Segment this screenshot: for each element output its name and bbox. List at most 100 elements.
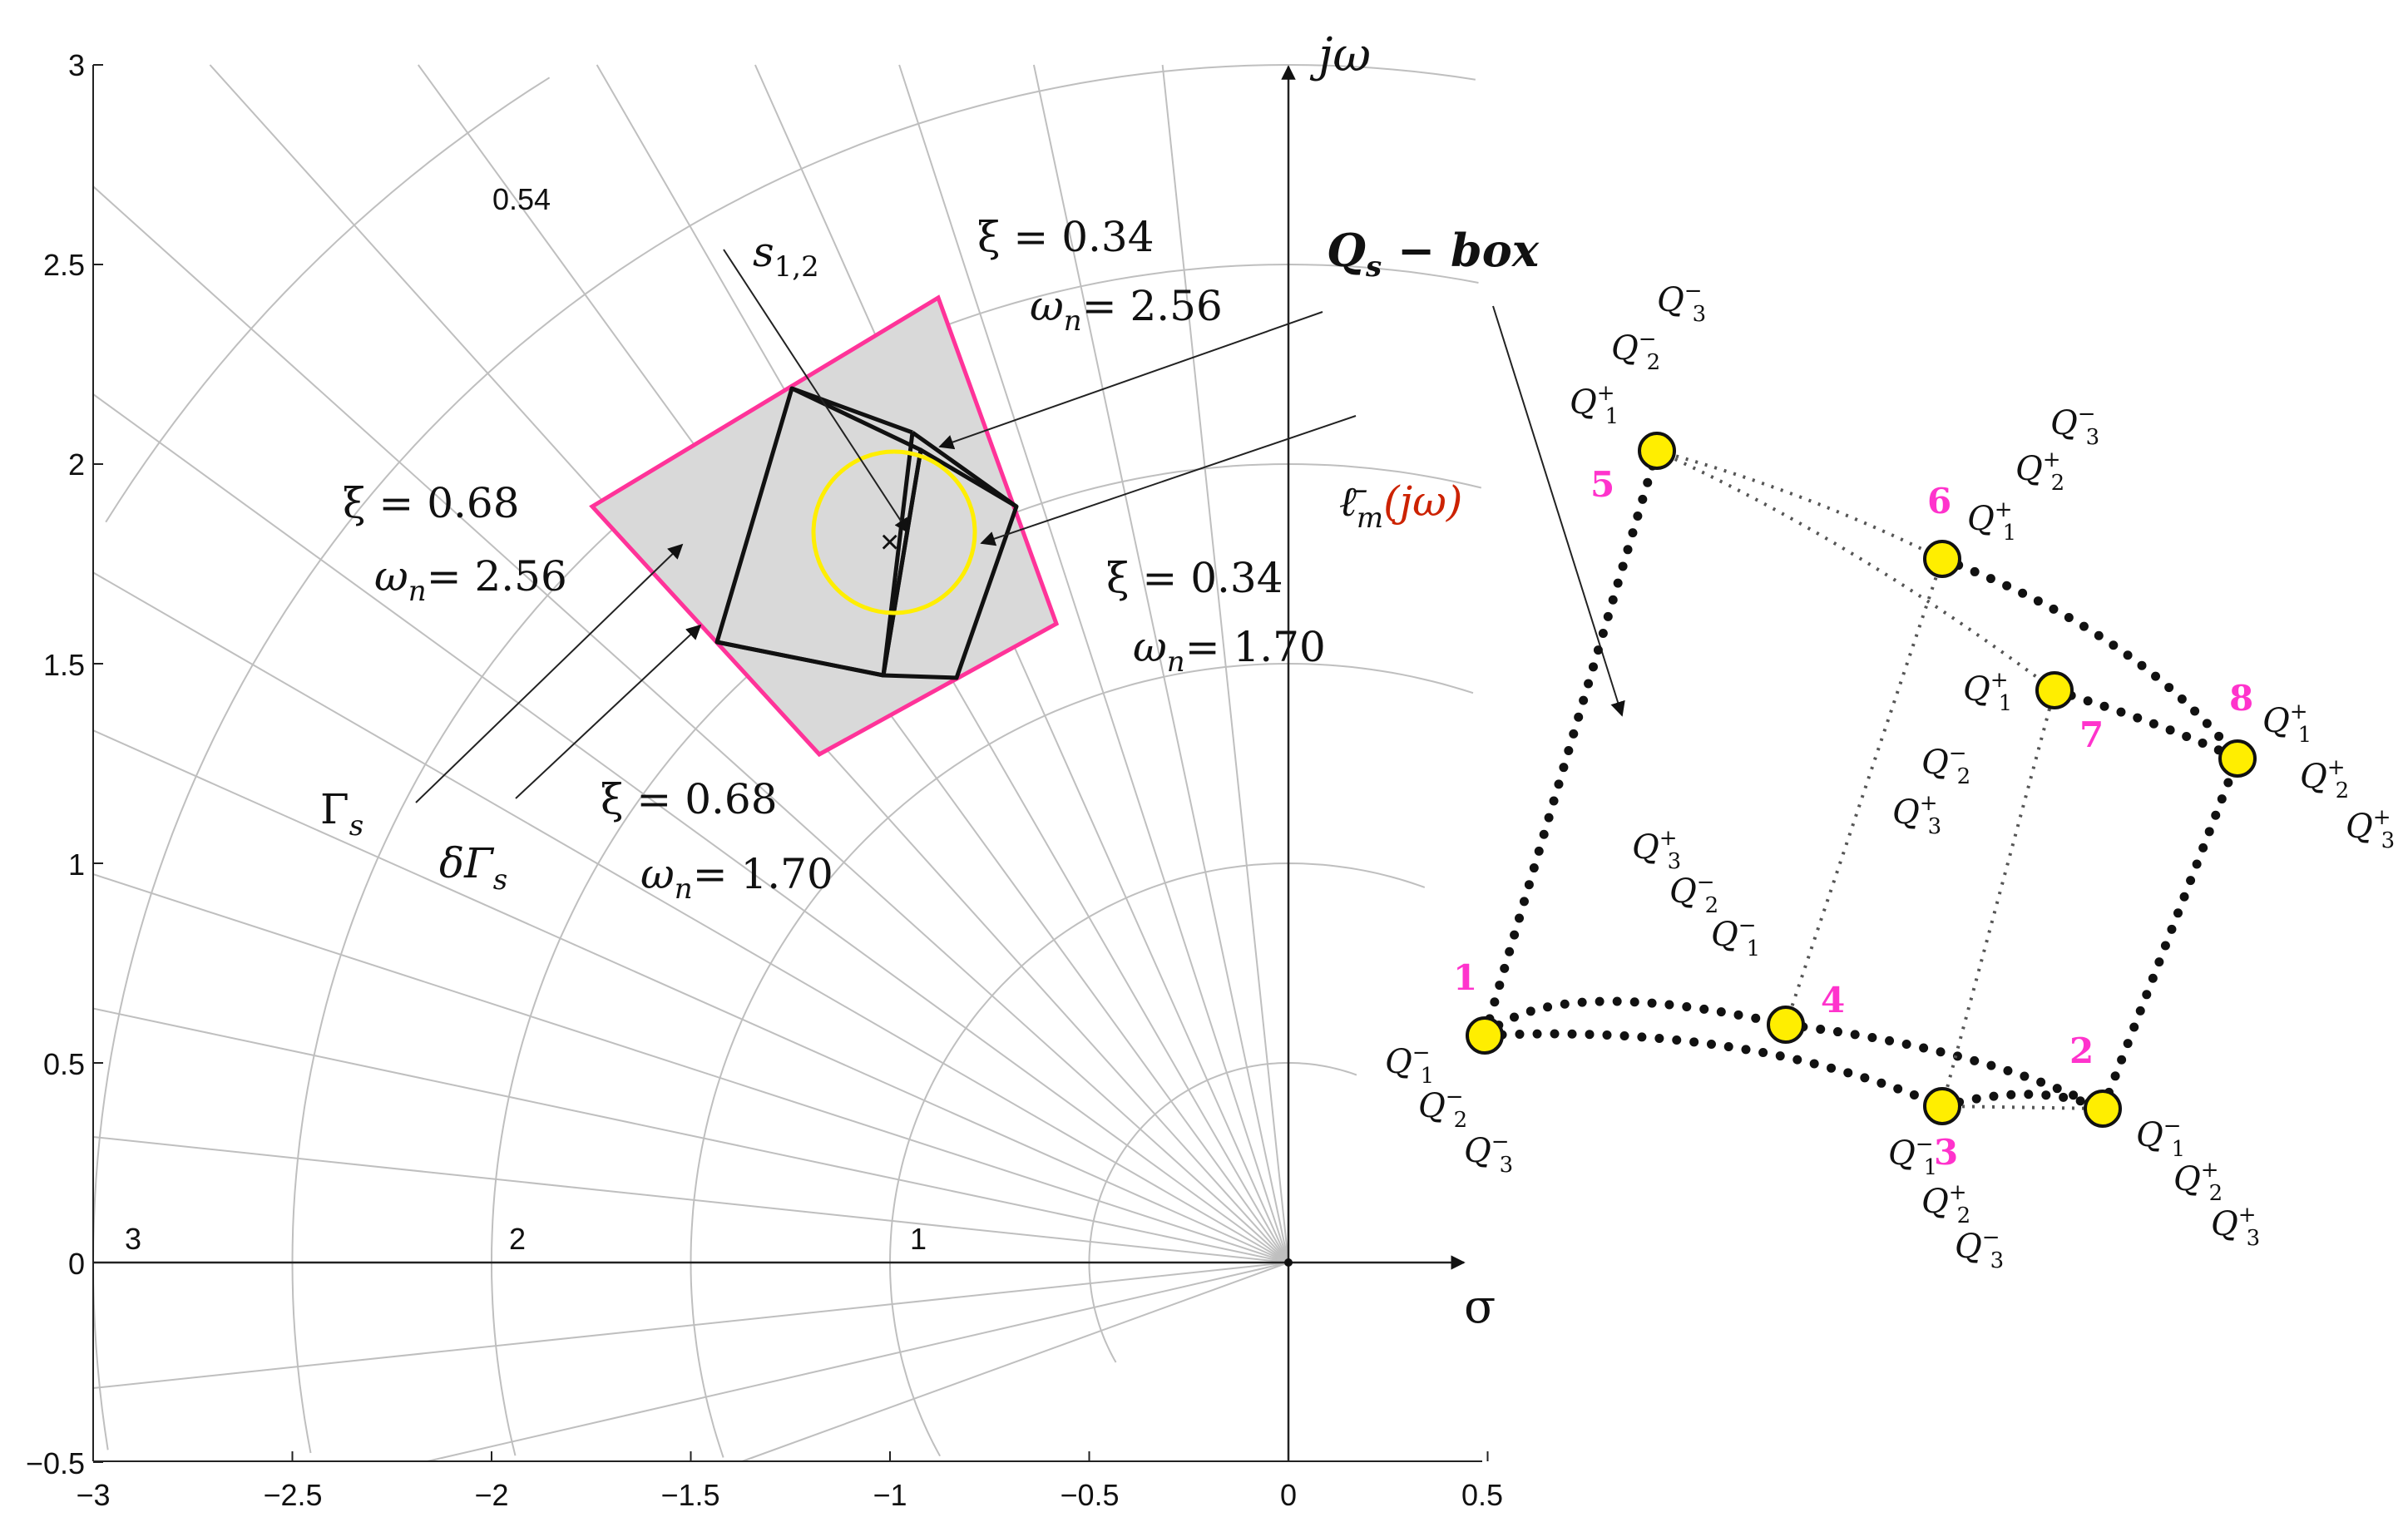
vertex-marker	[2218, 739, 2257, 778]
vertex-q-label: Q− 2	[1669, 870, 1718, 918]
s12-arrow	[723, 249, 909, 534]
qbox-vertex-8: 8Q+ 1 Q+ 2Q+ 3	[2218, 678, 2395, 853]
qbox-vertex-7: 7 Q+ 1 Q− 2Q+ 3	[1892, 668, 2104, 839]
frequency-arc	[690, 662, 1474, 1458]
damping-ray	[898, 64, 1289, 1263]
qs-box-arrow	[1492, 305, 1625, 717]
y-tick-label: 2	[68, 447, 85, 482]
vertex-number: 3	[1934, 1132, 1958, 1173]
xi-034-upper-label: ξ = 0.34	[977, 213, 1155, 261]
y-tick-label: 0	[68, 1247, 85, 1281]
qbox-edge-starred	[1656, 449, 2056, 692]
x-tick-label: −0.5	[1060, 1478, 1119, 1512]
qbox-edge-dotted	[2098, 754, 2242, 1114]
origin-dot	[1284, 1258, 1293, 1267]
vertex-marker	[2084, 1090, 2122, 1128]
radius-label-1: 1	[910, 1222, 927, 1256]
qbox-edge-dotted	[1480, 1029, 1947, 1111]
y-tick-label: −0.5	[26, 1446, 85, 1480]
vertex-q-label: Q− 2	[1611, 327, 1660, 375]
gamma-s-arrow	[415, 543, 684, 803]
damping-ray	[92, 393, 1289, 1263]
radius-label-3: 3	[125, 1222, 141, 1256]
vertex-marker	[1923, 540, 1961, 578]
vertex-q-label: Q+ 2	[2173, 1158, 2223, 1206]
qbox-edge-starred	[1941, 1104, 2104, 1110]
qbox-vertex-5: 5 Q+ 1 Q− 2Q− 3	[1570, 279, 1706, 505]
y-tick-label: 3	[68, 48, 85, 82]
wn-170-bottom-label: ωn= 1.70	[640, 850, 833, 906]
vertex-q-label: Q+ 2	[1921, 1180, 1970, 1228]
damping-ray	[754, 64, 1289, 1263]
wn-256-upper-label: ωn= 2.56	[1030, 282, 1223, 338]
vertex-q-label: Q+ 2	[2300, 755, 2349, 803]
vertex-q-label: Q− 1	[2136, 1114, 2185, 1162]
vertex-q-label: Q+ 3	[1632, 826, 1681, 874]
vertex-q-label: Q− 2	[1418, 1085, 1467, 1133]
vertex-q-label: Q+ 2	[2015, 447, 2064, 496]
damping-ray	[92, 571, 1289, 1263]
vertex-q-label: Q+ 3	[1892, 791, 1941, 839]
lm-jw-label: ℓ̄m(jω)	[1339, 477, 1462, 535]
x-tick-label: −2	[474, 1478, 508, 1512]
vertex-marker	[2035, 671, 2074, 709]
qbox-edge-dotted	[1480, 996, 1791, 1040]
qbox-edge-starred	[1941, 689, 2056, 1107]
delta-gamma-s-box	[714, 386, 1019, 680]
s12-label: s1,2	[753, 228, 819, 284]
vertex-number: 2	[2069, 1030, 2094, 1071]
qs-box-label: Qs − box	[1327, 224, 1540, 284]
qbox-vertex-group: 1Q− 1Q− 2Q− 32Q− 1Q+ 2Q+ 33Q− 1Q+ 2Q− 34Q− 1Q− 2Q+ 3…	[1385, 279, 2395, 1273]
y-tick-label: 0.5	[43, 1047, 85, 1081]
sigma-axis-label: σ	[1464, 1280, 1496, 1334]
vertex-number: 8	[2229, 678, 2253, 719]
frequency-arc	[888, 862, 1426, 1457]
x-tick-label: −1.5	[660, 1478, 719, 1512]
y-tick-label: 2.5	[43, 248, 85, 282]
damping-ray	[742, 1262, 1289, 1462]
damping-ray	[92, 185, 1289, 1263]
qbox-vertex-3: 3Q− 1Q+ 2Q− 3	[1888, 1087, 2004, 1273]
damping-ray	[1032, 64, 1289, 1263]
damping-label: 0.54	[492, 182, 551, 216]
vertex-marker	[1466, 1016, 1504, 1055]
qbox-edge-group	[1480, 446, 2242, 1114]
frequency-arc	[291, 263, 1479, 1454]
x-tick-label: 0	[1280, 1478, 1297, 1512]
vertex-marker	[1923, 1087, 1961, 1125]
vertex-q-label: Q− 1	[1711, 913, 1760, 961]
qbox-vertex-4: 4 Q− 1Q− 2Q+ 3	[1632, 826, 1845, 1044]
frequency-arc	[490, 462, 1482, 1456]
frequency-arc	[1088, 1062, 1357, 1363]
frequency-arc	[91, 63, 1476, 1450]
lm-arrow	[980, 415, 1357, 546]
vertex-q-label: Q− 2	[1921, 741, 1970, 789]
damping-ray	[92, 729, 1289, 1263]
s12-pole-marker: ×	[880, 524, 899, 561]
x-tick-label: −3	[76, 1478, 110, 1512]
x-tick-labels: −3 −2.5 −2 −1.5 −1 −0.5 0 0.5	[76, 1478, 1503, 1512]
y-tick-marks	[93, 64, 103, 1463]
vertex-q-label: Q− 3	[2050, 402, 2099, 450]
vertex-q-label: Q+ 1	[1570, 381, 1619, 429]
delta-gamma-s-label: δΓs	[439, 839, 507, 897]
vertex-number: 6	[1927, 481, 1951, 521]
xi-034-right-label: ξ = 0.34	[1106, 554, 1283, 602]
wn-256-left-label: ωn= 2.56	[374, 552, 567, 608]
jomega-axis-label: jω	[1309, 28, 1371, 82]
qbox-edge-dotted	[1937, 554, 2242, 764]
y-tick-label: 1	[68, 848, 85, 882]
damping-ray	[92, 1262, 1289, 1390]
x-tick-label: 0.5	[1461, 1478, 1503, 1512]
xi034-wn256-arrow	[938, 311, 1323, 450]
vertex-number: 4	[1821, 980, 1845, 1020]
vertex-q-label: Q+ 1	[1963, 668, 2012, 716]
s-plane-grid	[91, 63, 1482, 1462]
frequency-arc	[105, 77, 551, 523]
vertex-q-label: Q− 3	[1657, 279, 1706, 327]
x-tick-label: −2.5	[263, 1478, 322, 1512]
dgamma-s-arrow	[515, 624, 702, 799]
vertex-q-label: Q− 3	[1464, 1129, 1513, 1178]
natural-frequency-arc-group	[91, 63, 1482, 1458]
